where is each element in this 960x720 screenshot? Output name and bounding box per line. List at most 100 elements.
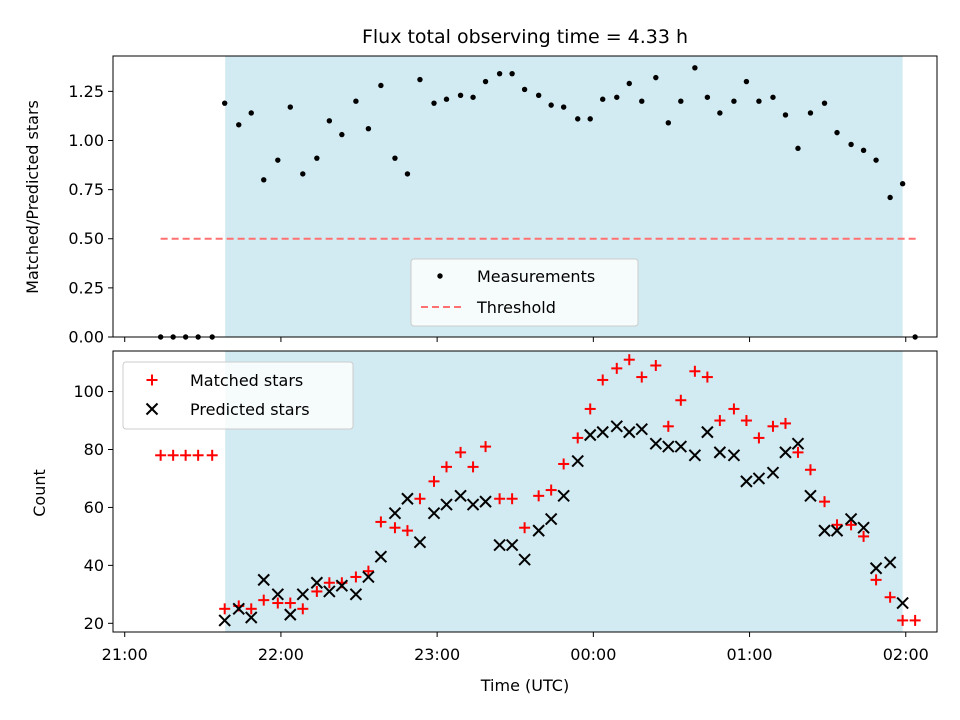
predicted-stars-point — [557, 489, 570, 503]
matched-stars-point — [167, 449, 179, 461]
measurement-point — [639, 98, 645, 104]
measurement-point — [756, 98, 762, 104]
matched-stars-point — [375, 516, 387, 528]
predicted-stars-point — [271, 588, 285, 601]
matched-stars-point — [897, 614, 909, 626]
legend-label-threshold: Threshold — [476, 298, 556, 317]
matched-stars-point — [753, 432, 765, 444]
matched-stars-point — [180, 449, 192, 461]
matched-stars-point — [728, 403, 740, 415]
measurement-point — [860, 147, 867, 154]
matched-stars-point — [701, 371, 713, 383]
measurement-point — [457, 92, 464, 99]
matched-stars-point — [467, 461, 479, 473]
measurement-point — [717, 110, 723, 116]
matched-stars-point — [533, 490, 545, 502]
matched-stars-point — [284, 597, 296, 609]
measurement-point — [887, 194, 893, 201]
measurement-point — [365, 126, 372, 132]
bottom-legend-box — [122, 361, 354, 430]
matched-stars-point — [611, 362, 623, 374]
predicted-stars-point — [413, 535, 427, 549]
top-y-axis-label: Matched/Predicted stars — [23, 100, 42, 294]
bottom-y-tick-label: 60 — [84, 498, 104, 517]
matched-stars-point — [297, 603, 309, 615]
matched-stars-point — [323, 577, 335, 589]
x-tick-label: 23:00 — [414, 645, 460, 664]
measurement-point — [443, 96, 450, 102]
top-plot-frame — [112, 55, 938, 338]
predicted-stars-point — [362, 570, 375, 584]
x-tick-label: 00:00 — [570, 645, 616, 664]
predicted-stars-point — [323, 585, 336, 598]
predicted-stars-point — [584, 428, 597, 442]
legend-marker-predicted — [145, 402, 159, 416]
bottom-y-tick-label: 40 — [84, 556, 104, 575]
matched-stars-point — [362, 565, 374, 577]
predicted-stars-point — [479, 495, 492, 508]
matched-stars-point — [350, 571, 362, 583]
predicted-stars-point — [388, 507, 402, 520]
measurement-point — [692, 65, 698, 71]
matched-stars-point — [519, 522, 531, 534]
legend-label-matched: Matched stars — [190, 371, 303, 390]
measurement-point — [353, 98, 359, 104]
predicted-stars-point — [284, 608, 297, 621]
matched-stars-point — [441, 461, 453, 473]
predicted-stars-point — [466, 498, 480, 511]
top-y-tick-label: 0.50 — [68, 229, 104, 248]
matched-stars-point — [650, 359, 662, 371]
measurement-point — [653, 74, 659, 81]
matched-stars-point — [545, 484, 557, 496]
measurement-point — [535, 92, 542, 99]
predicted-stars-point — [818, 524, 831, 537]
measurement-point — [326, 118, 333, 124]
predicted-stars-point — [544, 512, 558, 526]
chart-title: Flux total observing time = 4.33 h — [362, 26, 688, 48]
measurement-point — [521, 86, 528, 93]
bottom-y-axis: 20 40 60 80 100 — [73, 382, 113, 633]
matched-stars-point — [819, 496, 831, 508]
measurement-point — [470, 94, 476, 100]
predicted-stars-point — [766, 466, 780, 479]
measurement-point — [575, 116, 581, 122]
bottom-y-tick-label: 100 — [73, 382, 104, 401]
predicted-stars-point — [232, 602, 245, 616]
predicted-stars-point — [596, 425, 609, 439]
bottom-marks — [155, 354, 921, 627]
predicted-stars-point — [335, 579, 349, 592]
matched-stars-point — [428, 475, 440, 487]
measurement-point — [795, 145, 801, 152]
measurement-point — [731, 98, 737, 104]
predicted-stars-point — [623, 425, 636, 439]
matched-stars-point — [870, 574, 882, 586]
top-y-tick-label: 0.00 — [68, 328, 104, 347]
matched-stars-point — [311, 585, 323, 597]
predicted-stars-point — [454, 489, 467, 503]
top-y-tick-label: 0.25 — [68, 278, 104, 297]
x-tick-label: 21:00 — [102, 645, 148, 664]
matched-stars-point — [884, 591, 896, 603]
matched-stars-point — [272, 597, 284, 609]
x-tick-label: 01:00 — [726, 645, 772, 664]
predicted-stars-point — [257, 573, 270, 587]
matched-stars-point — [506, 493, 518, 505]
predicted-stars-point — [245, 611, 258, 624]
predicted-stars-point — [713, 446, 727, 459]
measurement-point — [300, 171, 306, 177]
measurement-point — [275, 157, 281, 163]
x-tick-label: 22:00 — [258, 645, 304, 664]
predicted-stars-point — [349, 588, 363, 601]
measurement-point — [614, 94, 620, 100]
x-tick-label: 02:00 — [883, 645, 929, 664]
predicted-stars-point — [218, 614, 231, 627]
predicted-stars-point — [401, 492, 414, 505]
predicted-stars-point — [740, 475, 753, 488]
predicted-stars-point — [896, 596, 909, 610]
predicted-stars-point — [571, 454, 584, 468]
measurement-point — [782, 112, 789, 118]
matched-stars-point — [675, 394, 687, 406]
matched-stars-point — [804, 464, 816, 476]
predicted-stars-point — [844, 512, 858, 526]
